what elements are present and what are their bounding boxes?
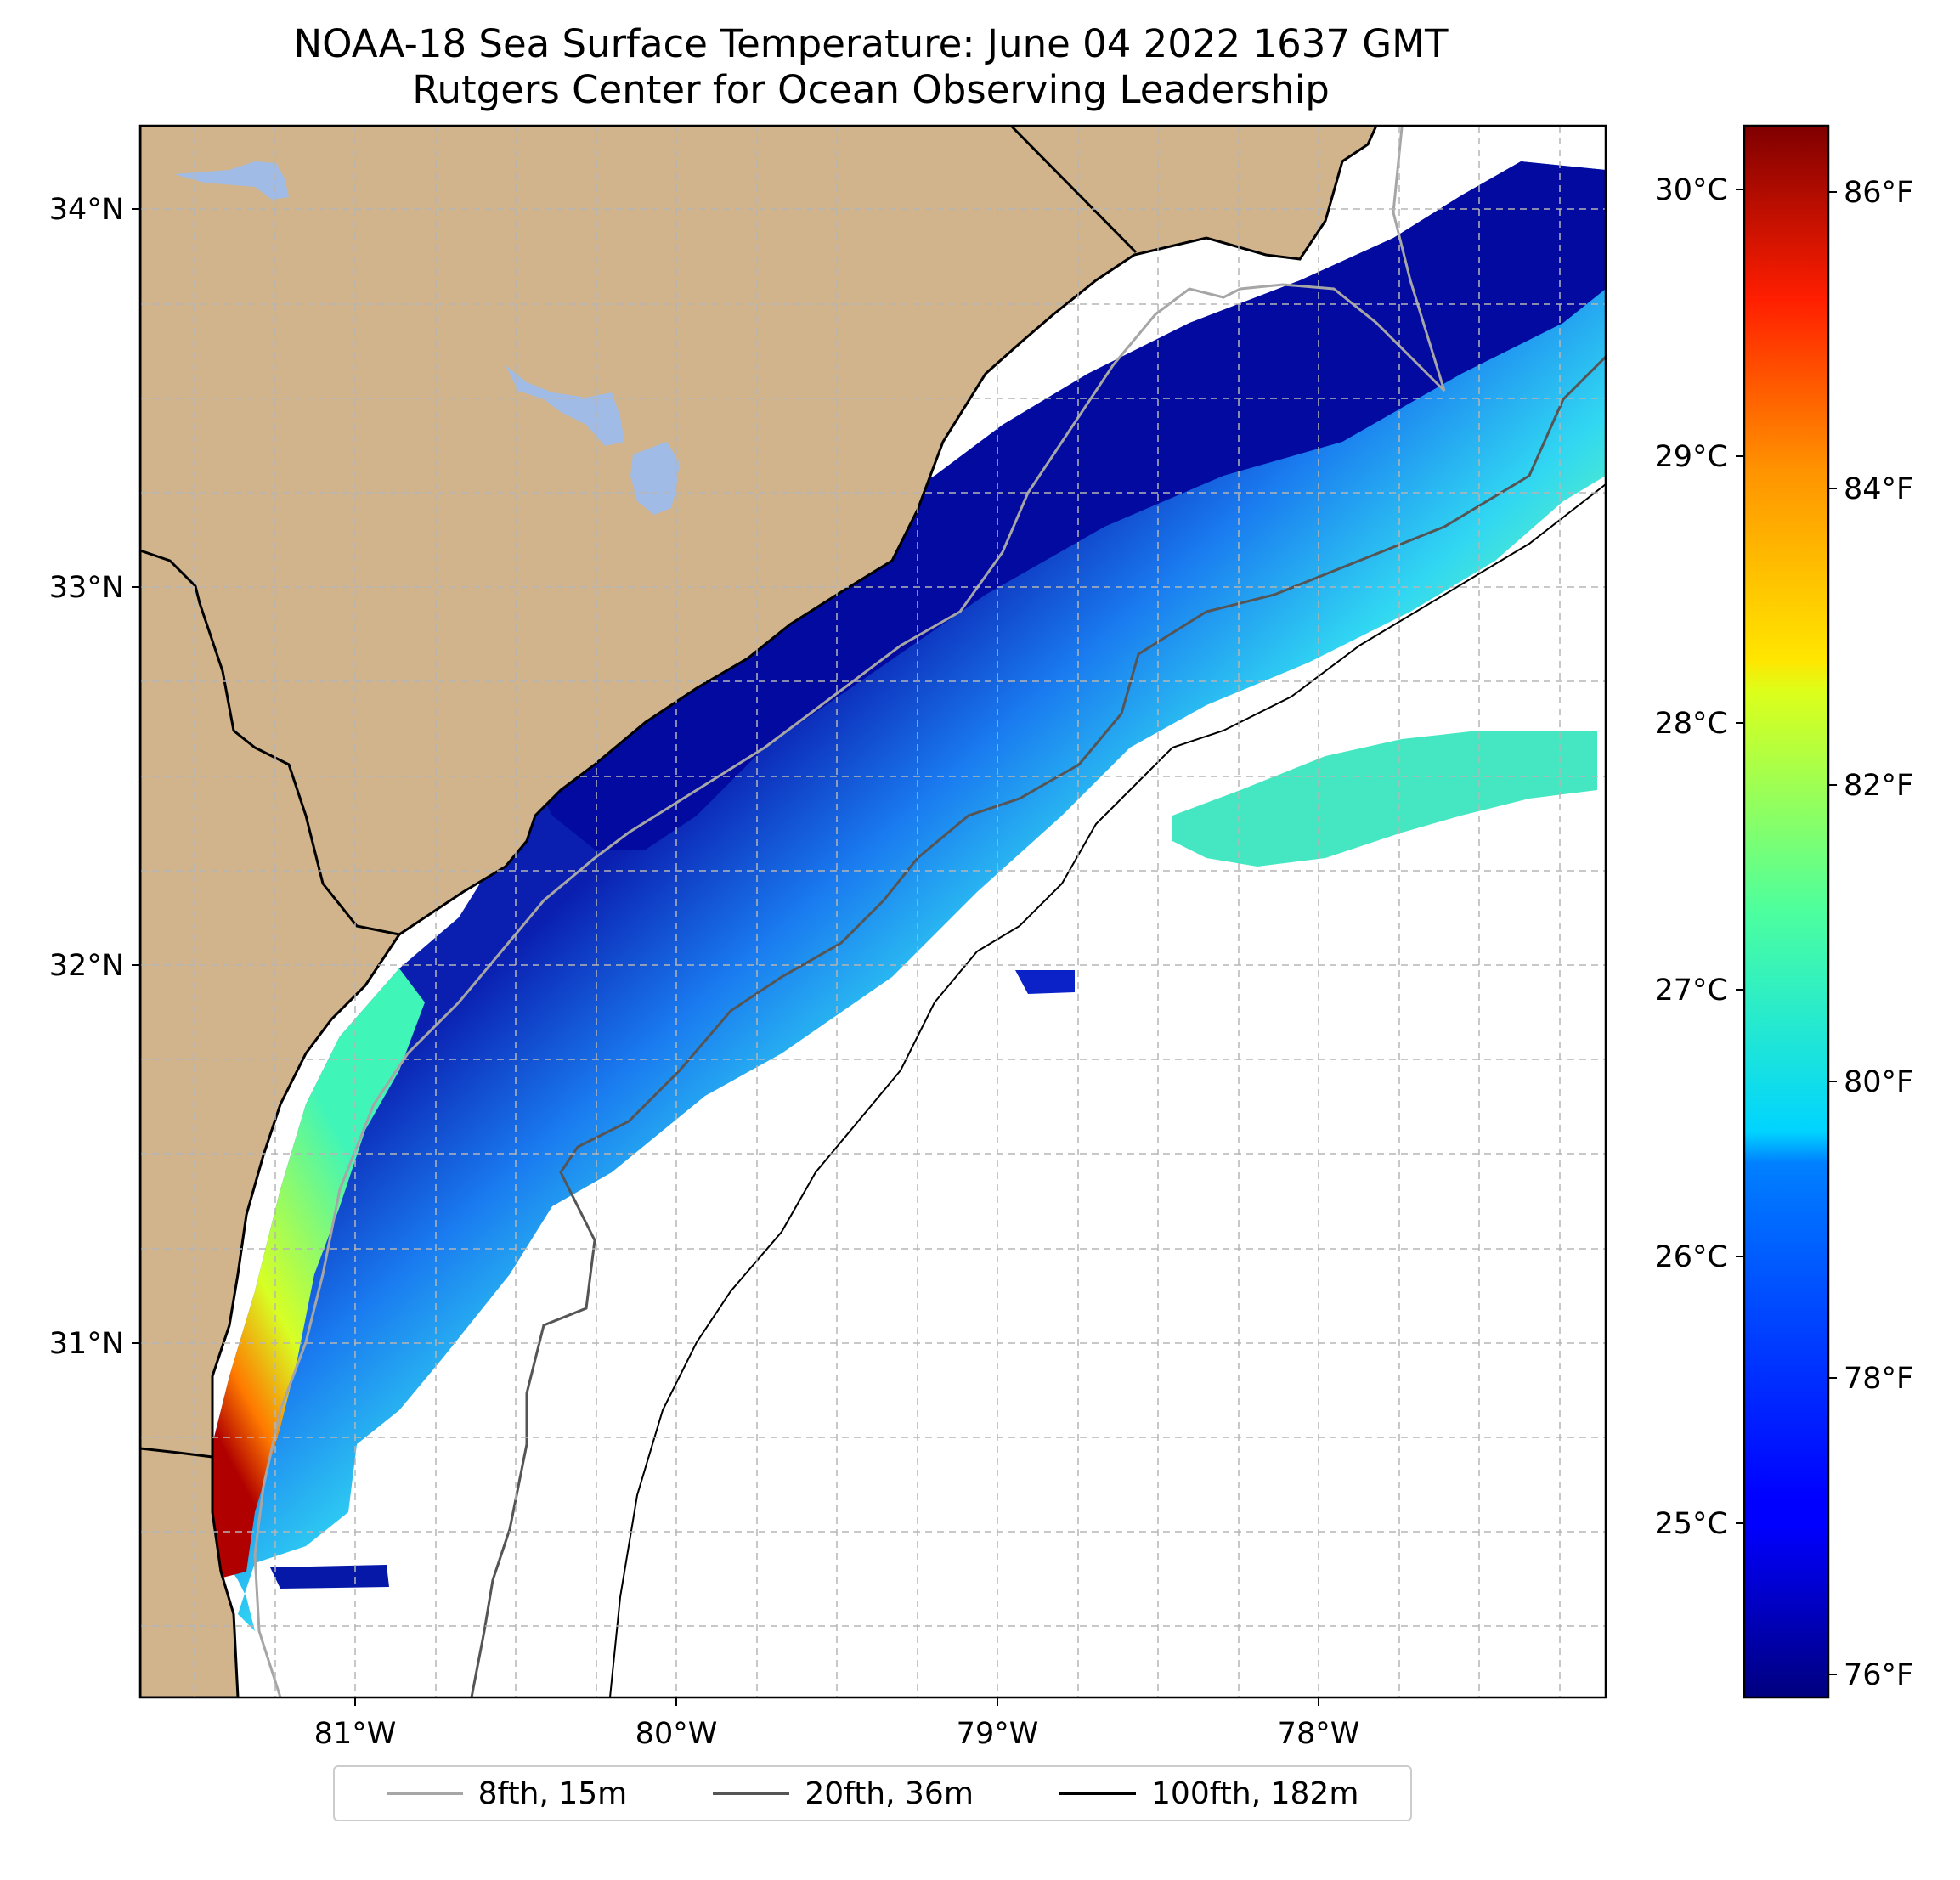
lon-label: 79°W [957, 1717, 1039, 1751]
legend-line-icon [386, 1792, 463, 1795]
map-frame [138, 124, 1607, 1699]
state-border-sc-ga [140, 549, 400, 936]
state-border-nc-sc [1009, 126, 1138, 254]
lake [174, 161, 289, 200]
state-border-ga-fl [140, 1447, 213, 1459]
sst-swath [212, 161, 1606, 1631]
legend-label: 20fth, 36m [805, 1776, 974, 1811]
colorbar-celsius-label: 29°C [1655, 440, 1728, 474]
lat-label: 31°N [49, 1327, 124, 1361]
legend-line-icon [713, 1792, 790, 1795]
legend-item-100fth: 100fth, 182m [1059, 1776, 1358, 1811]
land-mass [140, 126, 1378, 1697]
colorbar-celsius-label: 26°C [1655, 1240, 1728, 1274]
contour-100fth [609, 483, 1606, 1697]
colorbar-fahrenheit-label: 76°F [1844, 1658, 1913, 1692]
legend-line-icon [1059, 1792, 1137, 1795]
colorbar-ticks-c [1736, 189, 1744, 1524]
colorbar-fahrenheit-label: 78°F [1844, 1362, 1913, 1396]
lat-ticks [132, 208, 140, 1344]
lon-label: 81°W [314, 1717, 397, 1751]
colorbar-ticks-f [1828, 191, 1837, 1675]
colorbar-celsius-label: 30°C [1655, 173, 1728, 207]
lon-ticks [354, 1697, 1319, 1706]
sst-small-patch [1015, 970, 1075, 994]
contour-20fth [470, 355, 1606, 1697]
contour-legend: 8fth, 15m 20fth, 36m 100fth, 182m [333, 1765, 1412, 1821]
colorbar-celsius-label: 27°C [1655, 974, 1728, 1008]
colorbar [1743, 124, 1830, 1699]
colorbar-celsius-label: 28°C [1655, 707, 1728, 741]
lake-marion [506, 365, 624, 446]
legend-item-8fth: 8fth, 15m [386, 1776, 628, 1811]
contour-8fth [253, 127, 1446, 1697]
sst-south-warm [212, 968, 425, 1580]
map-title: NOAA-18 Sea Surface Temperature: June 04… [293, 21, 1449, 66]
colorbar-celsius-label: 25°C [1655, 1507, 1728, 1541]
lat-label: 33°N [49, 571, 124, 605]
legend-label: 100fth, 182m [1151, 1776, 1359, 1811]
lake-moultrie [630, 442, 680, 515]
gridlines [140, 126, 1606, 1697]
sst-offshore-patch [1172, 731, 1597, 867]
lon-label: 78°W [1278, 1717, 1360, 1751]
sst-south-patch [270, 1565, 389, 1589]
map-subtitle: Rutgers Center for Ocean Observing Leade… [412, 67, 1330, 112]
colorbar-fahrenheit-label: 86°F [1844, 176, 1913, 210]
sst-nearshore-cool [527, 161, 1606, 850]
lat-label: 34°N [49, 193, 124, 227]
lon-label: 80°W [635, 1717, 718, 1751]
colorbar-fahrenheit-label: 80°F [1844, 1065, 1913, 1099]
legend-label: 8fth, 15m [477, 1776, 628, 1811]
colorbar-fahrenheit-label: 82°F [1844, 769, 1913, 803]
colorbar-fahrenheit-label: 84°F [1844, 472, 1913, 506]
legend-item-20fth: 20fth, 36m [713, 1776, 974, 1811]
lat-label: 32°N [49, 949, 124, 983]
